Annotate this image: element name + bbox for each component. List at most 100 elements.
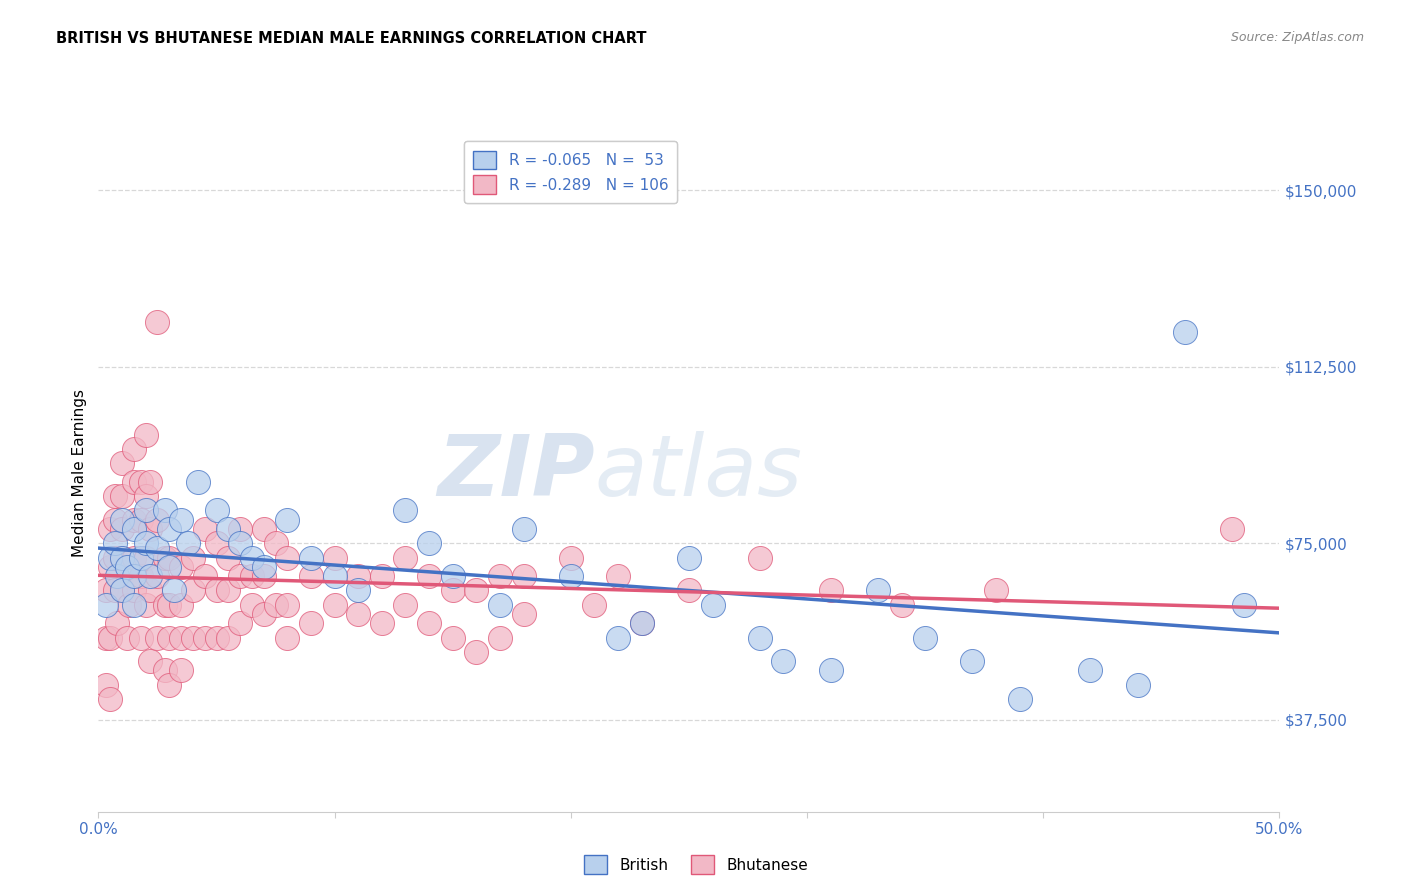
Point (157, 560, 180, 574)
Point (129, 550, 152, 565)
Point (253, 607, 276, 621)
Point (105, 569, 128, 583)
Point (371, 616, 394, 631)
Point (1080, 664, 1102, 678)
Point (115, 631, 138, 645)
Point (560, 569, 582, 583)
Point (122, 583, 145, 598)
Point (146, 315, 169, 329)
Point (748, 631, 770, 645)
Point (489, 631, 512, 645)
Point (205, 583, 228, 598)
Point (441, 631, 464, 645)
Point (323, 550, 346, 565)
Point (94, 631, 117, 645)
Text: Source: ZipAtlas.com: Source: ZipAtlas.com (1230, 31, 1364, 45)
Point (205, 631, 228, 645)
Point (98, 550, 121, 565)
Point (276, 598, 298, 612)
Point (104, 489, 127, 503)
Point (135, 550, 157, 565)
Point (240, 598, 263, 612)
Point (984, 583, 1007, 598)
Point (94, 678, 117, 692)
Point (512, 569, 534, 583)
Point (607, 631, 630, 645)
Point (129, 569, 152, 583)
Point (135, 428, 157, 442)
Point (181, 631, 204, 645)
Point (299, 550, 322, 565)
Point (157, 598, 180, 612)
Point (394, 503, 416, 517)
Point (129, 513, 152, 527)
Point (772, 654, 794, 668)
Text: BRITISH VS BHUTANESE MEDIAN MALE EARNINGS CORRELATION CHART: BRITISH VS BHUTANESE MEDIAN MALE EARNING… (56, 31, 647, 46)
Point (146, 569, 169, 583)
Point (820, 664, 842, 678)
Point (139, 475, 162, 490)
Point (105, 616, 128, 631)
Point (253, 522, 276, 536)
Point (323, 569, 346, 583)
Point (217, 550, 239, 565)
Text: atlas: atlas (595, 431, 803, 515)
Point (170, 560, 193, 574)
Point (560, 550, 582, 565)
Point (347, 569, 370, 583)
Point (229, 616, 252, 631)
Point (157, 678, 180, 692)
Point (111, 583, 134, 598)
Point (153, 550, 176, 565)
Point (489, 569, 512, 583)
Point (465, 583, 488, 598)
Point (276, 550, 298, 565)
Legend: British, Bhutanese: British, Bhutanese (578, 849, 814, 880)
Point (1126, 678, 1149, 692)
Point (264, 598, 287, 612)
Point (1233, 598, 1256, 612)
Point (122, 442, 145, 457)
Point (181, 550, 204, 565)
Point (194, 631, 217, 645)
Point (914, 631, 936, 645)
Point (153, 598, 176, 612)
Point (702, 598, 724, 612)
Point (217, 522, 239, 536)
Point (98, 560, 121, 574)
Point (418, 616, 440, 631)
Point (866, 583, 889, 598)
Point (630, 616, 652, 631)
Point (194, 522, 217, 536)
Point (441, 569, 464, 583)
Point (104, 583, 127, 598)
Point (129, 631, 152, 645)
Point (205, 536, 228, 550)
Point (962, 654, 984, 668)
Point (111, 513, 134, 527)
Point (111, 456, 134, 470)
Point (347, 607, 370, 621)
Point (98, 631, 121, 645)
Point (98, 691, 121, 706)
Point (122, 550, 145, 565)
Point (820, 583, 842, 598)
Point (264, 536, 287, 550)
Point (276, 513, 298, 527)
Point (157, 631, 180, 645)
Point (139, 654, 162, 668)
Point (139, 569, 162, 583)
Point (94, 598, 117, 612)
Y-axis label: Median Male Earnings: Median Male Earnings (72, 389, 87, 557)
Point (240, 550, 263, 565)
Point (122, 475, 145, 490)
Point (104, 536, 127, 550)
Point (371, 569, 394, 583)
Point (111, 550, 134, 565)
Legend: R = -0.065   N =  53, R = -0.289   N = 106: R = -0.065 N = 53, R = -0.289 N = 106 (464, 142, 678, 203)
Point (229, 522, 252, 536)
Point (217, 631, 239, 645)
Point (111, 583, 134, 598)
Point (1174, 325, 1197, 339)
Point (512, 522, 534, 536)
